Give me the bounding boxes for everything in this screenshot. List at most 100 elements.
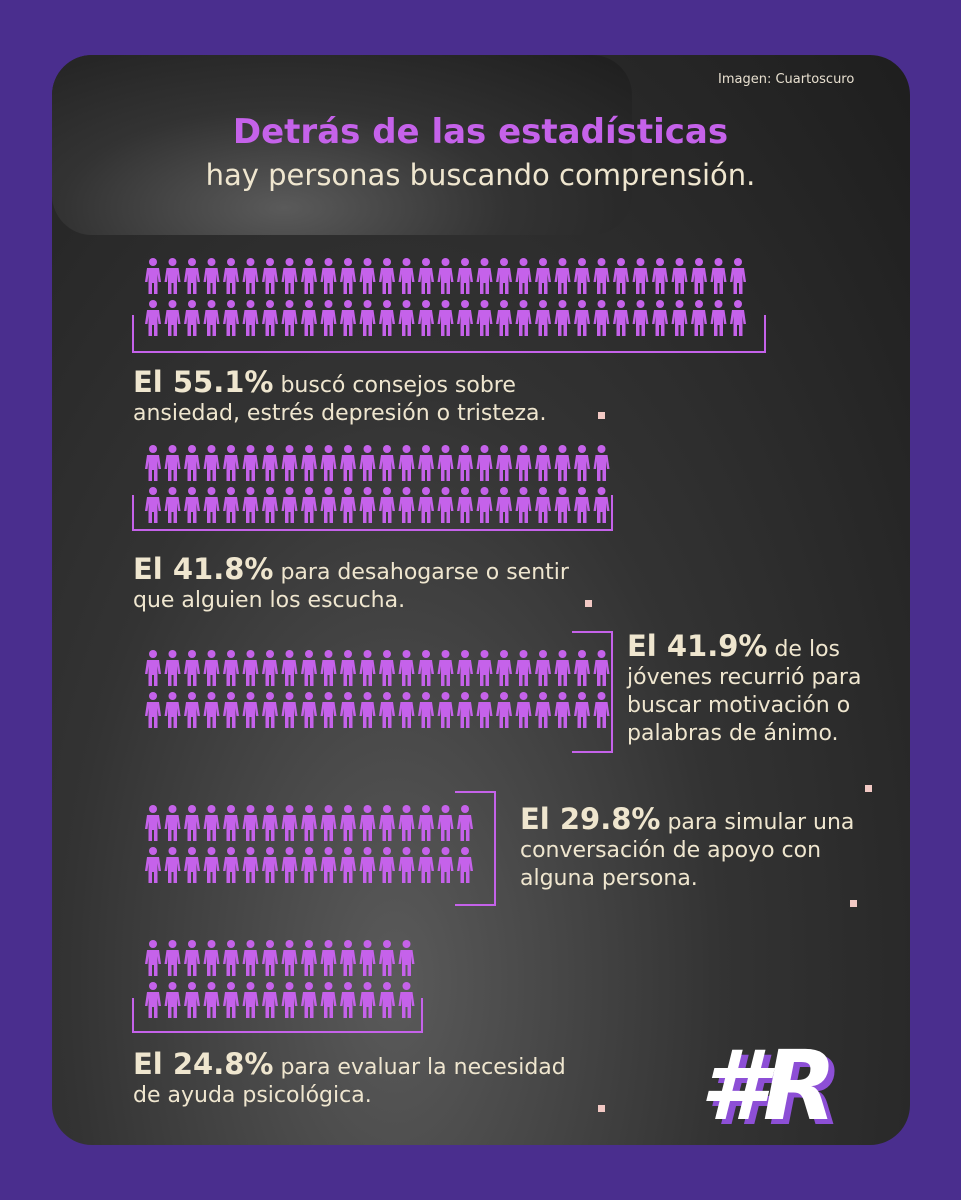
person-icon	[223, 940, 239, 976]
person-icon	[203, 805, 220, 841]
person-icon	[535, 650, 551, 686]
person-icon	[145, 982, 161, 1018]
person-icon	[320, 258, 337, 294]
person-icon	[281, 982, 298, 1018]
person-icon	[632, 300, 649, 336]
person-icon	[203, 487, 220, 523]
person-icon	[710, 258, 727, 294]
person-icon	[593, 692, 610, 728]
person-icon	[418, 300, 434, 336]
person-icon	[496, 692, 512, 728]
person-icon	[457, 847, 473, 883]
person-icon	[242, 692, 259, 728]
credit: Imagen: Cuartoscuro	[718, 72, 855, 87]
person-icon	[281, 258, 298, 294]
person-icon	[398, 847, 415, 883]
person-icon	[652, 300, 668, 336]
person-icon	[437, 258, 454, 294]
person-icon	[184, 847, 200, 883]
person-icon	[515, 258, 532, 294]
person-icon	[145, 445, 161, 481]
person-icon	[262, 487, 278, 523]
stat-lead: El 24.8%	[133, 1047, 274, 1081]
person-icon	[535, 300, 551, 336]
person-icon	[184, 692, 200, 728]
person-icon	[203, 445, 220, 481]
person-icon	[223, 692, 239, 728]
person-icon	[730, 258, 746, 294]
person-icon	[671, 300, 688, 336]
person-icon	[379, 300, 395, 336]
bracket	[455, 791, 496, 906]
person-icon	[184, 940, 200, 976]
person-icon	[359, 487, 376, 523]
person-icon	[164, 650, 181, 686]
person-icon	[496, 258, 512, 294]
stat: El 55.1% buscó consejos sobre ansiedad, …	[133, 368, 573, 428]
decor	[585, 600, 592, 607]
decor	[598, 1105, 605, 1112]
person-icon	[281, 650, 298, 686]
stat-text: para simular una conversación de apoyo c…	[520, 810, 855, 891]
person-icon	[379, 982, 395, 1018]
person-icon	[418, 650, 434, 686]
person-icon	[223, 805, 239, 841]
person-icon	[340, 805, 356, 841]
person-icon	[457, 300, 473, 336]
person-icon	[535, 258, 551, 294]
person-icon	[340, 940, 356, 976]
person-icon	[320, 805, 337, 841]
person-icon	[223, 650, 239, 686]
person-icon	[320, 300, 337, 336]
person-icon	[145, 847, 161, 883]
person-icon	[613, 258, 629, 294]
person-icon	[359, 258, 376, 294]
person-icon	[515, 300, 532, 336]
person-icon	[262, 940, 278, 976]
person-icon	[242, 650, 259, 686]
person-icon	[632, 258, 649, 294]
person-icon	[145, 258, 161, 294]
person-icon	[457, 692, 473, 728]
person-icon	[496, 445, 512, 481]
person-icon	[554, 650, 571, 686]
person-icon	[359, 692, 376, 728]
person-icon	[164, 258, 181, 294]
person-icon	[379, 692, 395, 728]
person-icon	[242, 982, 259, 1018]
person-icon	[398, 487, 415, 523]
stat: El 41.8% para desahogarse o sentir que a…	[133, 555, 573, 615]
person-icon	[437, 847, 454, 883]
person-icon	[379, 805, 395, 841]
person-icon	[613, 300, 629, 336]
person-icon	[398, 692, 415, 728]
person-icon	[145, 805, 161, 841]
person-icon	[223, 982, 239, 1018]
person-icon	[281, 692, 298, 728]
stat-lead: El 41.9%	[627, 629, 768, 663]
subtitle: hay personas buscando comprensión.	[205, 158, 756, 192]
person-icon	[535, 445, 551, 481]
person-icon	[535, 692, 551, 728]
person-icon	[203, 650, 220, 686]
person-icon	[262, 258, 278, 294]
person-icon	[574, 300, 590, 336]
person-icon	[574, 650, 590, 686]
person-icon	[242, 487, 259, 523]
person-icon	[398, 805, 415, 841]
person-icon	[203, 847, 220, 883]
person-icon	[203, 982, 220, 1018]
person-icon	[593, 445, 610, 481]
person-icon	[262, 300, 278, 336]
person-icon	[320, 487, 337, 523]
person-icon	[320, 982, 337, 1018]
person-icon	[203, 692, 220, 728]
person-icon	[262, 982, 278, 1018]
person-icon	[437, 445, 454, 481]
person-icon	[281, 300, 298, 336]
person-icon	[262, 847, 278, 883]
person-icon	[418, 487, 434, 523]
person-icon	[437, 487, 454, 523]
person-icon	[574, 692, 590, 728]
person-icon	[340, 258, 356, 294]
